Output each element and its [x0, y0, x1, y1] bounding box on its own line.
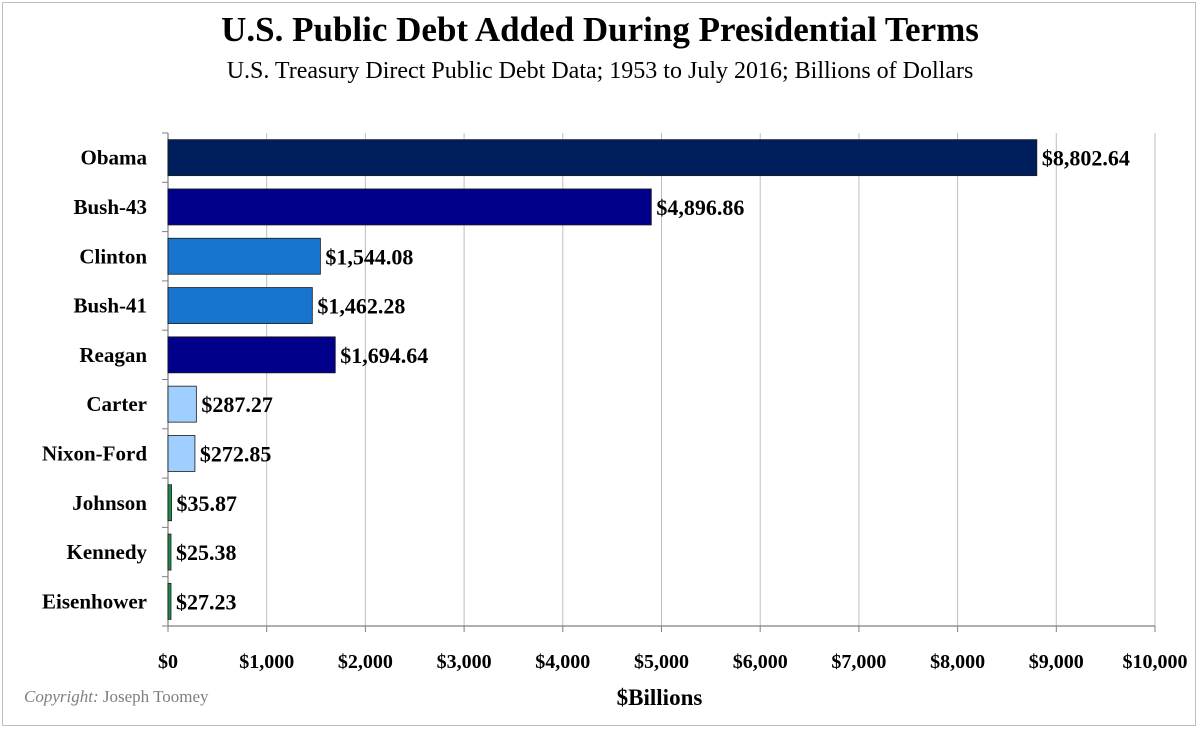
copyright-note: Copyright: Joseph Toomey: [24, 687, 209, 707]
copyright-prefix: Copyright:: [24, 687, 99, 706]
chart-subtitle: U.S. Treasury Direct Public Debt Data; 1…: [226, 58, 974, 84]
category-label: Reagan: [79, 343, 147, 367]
bar: [167, 237, 321, 275]
x-tick-label: $0: [158, 651, 178, 673]
copyright-author: Joseph Toomey: [102, 687, 209, 706]
category-label: Eisenhower: [42, 589, 147, 613]
data-label: $272.85: [200, 441, 272, 466]
data-label: $1,694.64: [340, 343, 428, 368]
category-label: Bush-43: [73, 195, 147, 219]
x-tick-label: $7,000: [831, 651, 886, 673]
category-label: Bush-41: [73, 294, 147, 318]
x-tick-label: $3,000: [437, 651, 492, 673]
data-label: $4,896.86: [656, 195, 744, 220]
x-tick-label: $2,000: [338, 651, 393, 673]
x-axis-title: $Billions: [617, 685, 703, 710]
x-tick-label: $8,000: [930, 651, 985, 673]
category-label: Obama: [80, 146, 147, 170]
bar: [167, 188, 652, 226]
category-label: Kennedy: [66, 540, 147, 564]
bar: [167, 287, 313, 324]
x-tick-label: $10,000: [1123, 651, 1188, 673]
bar: [167, 533, 172, 571]
category-label: Clinton: [79, 244, 147, 268]
bar: [167, 582, 172, 620]
x-tick-label: $5,000: [634, 651, 689, 673]
x-tick-label: $6,000: [733, 651, 788, 673]
bar: [167, 139, 1038, 177]
bar: [167, 435, 196, 472]
x-tick-label: $9,000: [1029, 651, 1084, 673]
x-tick-label: $1,000: [239, 651, 294, 673]
bar: [167, 385, 197, 423]
category-label: Johnson: [72, 491, 147, 515]
chart-title: U.S. Public Debt Added During Presidenti…: [221, 10, 979, 49]
bar: [167, 336, 336, 374]
category-label: Nixon-Ford: [42, 441, 147, 465]
data-label: $25.38: [176, 540, 237, 565]
data-label: $27.23: [176, 589, 237, 614]
bar: [167, 484, 172, 522]
x-tick-label: $4,000: [535, 651, 590, 673]
data-label: $1,462.28: [317, 294, 405, 319]
data-label: $1,544.08: [325, 244, 413, 269]
data-label: $287.27: [201, 392, 273, 417]
category-label: Carter: [86, 392, 147, 416]
data-label: $35.87: [177, 491, 238, 516]
data-label: $8,802.64: [1042, 146, 1130, 171]
